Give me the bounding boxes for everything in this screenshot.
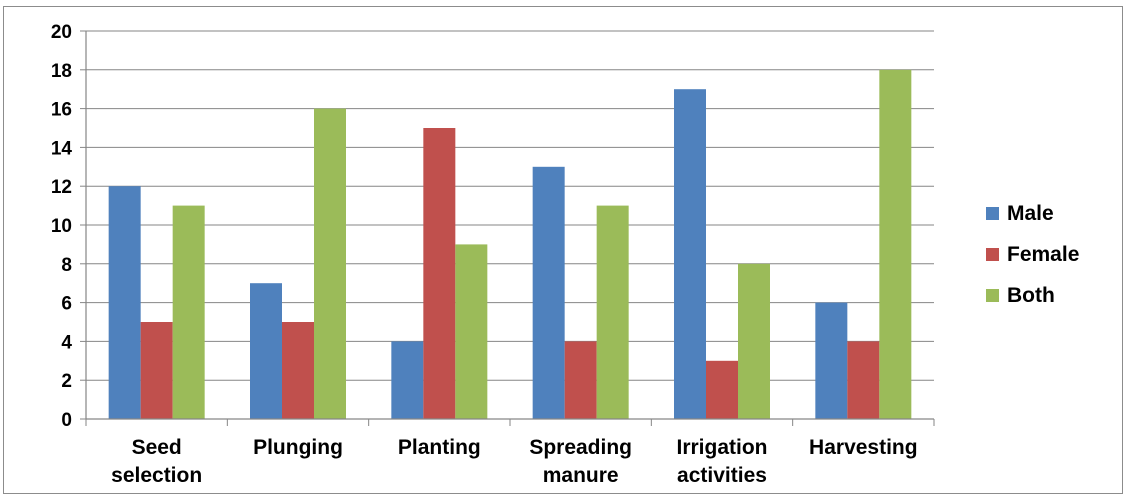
bar-both-4 [738, 263, 770, 419]
bar-female-0 [140, 322, 173, 419]
bars [108, 69, 912, 420]
bar-both-0 [172, 205, 205, 419]
y-tick-label: 12 [51, 177, 72, 198]
y-tick-label: 2 [61, 371, 72, 392]
bar-both-2 [455, 244, 488, 419]
bar-female-4 [706, 360, 738, 419]
y-tick-label: 4 [61, 332, 72, 353]
x-category-label: Harvesting [809, 436, 918, 459]
bar-male-1 [250, 283, 282, 419]
y-tick-label: 8 [61, 255, 72, 276]
bar-male-5 [815, 302, 848, 419]
x-category-label: Plunging [253, 436, 343, 459]
bar-female-3 [564, 341, 597, 419]
bar-female-2 [423, 128, 456, 419]
legend-swatch-female [986, 248, 999, 261]
bar-female-1 [282, 322, 314, 419]
x-category-label: activities [677, 464, 767, 487]
x-category-label: Irrigation [676, 436, 767, 459]
bar-both-5 [879, 69, 912, 420]
x-category-labels: Seed selection Plunging Planting Spreading ma… [111, 436, 917, 487]
y-tick-label: 14 [51, 138, 73, 159]
gridlines [80, 30, 935, 426]
legend-label-female: Female [1007, 243, 1079, 266]
y-tick-label: 10 [51, 216, 72, 237]
legend: Male Female Both [986, 202, 1079, 307]
y-tick-label: 0 [61, 410, 72, 431]
x-category-label: Seed [132, 436, 182, 459]
x-category-label: manure [543, 464, 619, 487]
legend-label-both: Both [1007, 284, 1055, 307]
legend-swatch-both [986, 289, 999, 302]
bar-male-2 [391, 341, 424, 419]
legend-swatch-male [986, 207, 999, 220]
bar-both-3 [596, 205, 629, 419]
bar-male-0 [108, 186, 141, 419]
x-category-label: selection [111, 464, 202, 487]
bar-male-3 [532, 166, 565, 419]
y-tick-label: 6 [61, 294, 72, 315]
bar-both-1 [314, 108, 346, 419]
y-tick-label: 18 [51, 61, 72, 82]
axes [85, 31, 934, 420]
y-tick-labels: 0 2 4 6 8 10 12 14 16 18 20 [51, 22, 73, 431]
y-tick-label: 20 [51, 22, 72, 43]
legend-label-male: Male [1007, 202, 1054, 225]
x-category-label: Spreading [529, 436, 632, 459]
bar-female-5 [847, 341, 880, 419]
y-tick-label: 16 [51, 100, 72, 121]
bar-male-4 [674, 89, 706, 419]
x-category-label: Planting [398, 436, 481, 459]
